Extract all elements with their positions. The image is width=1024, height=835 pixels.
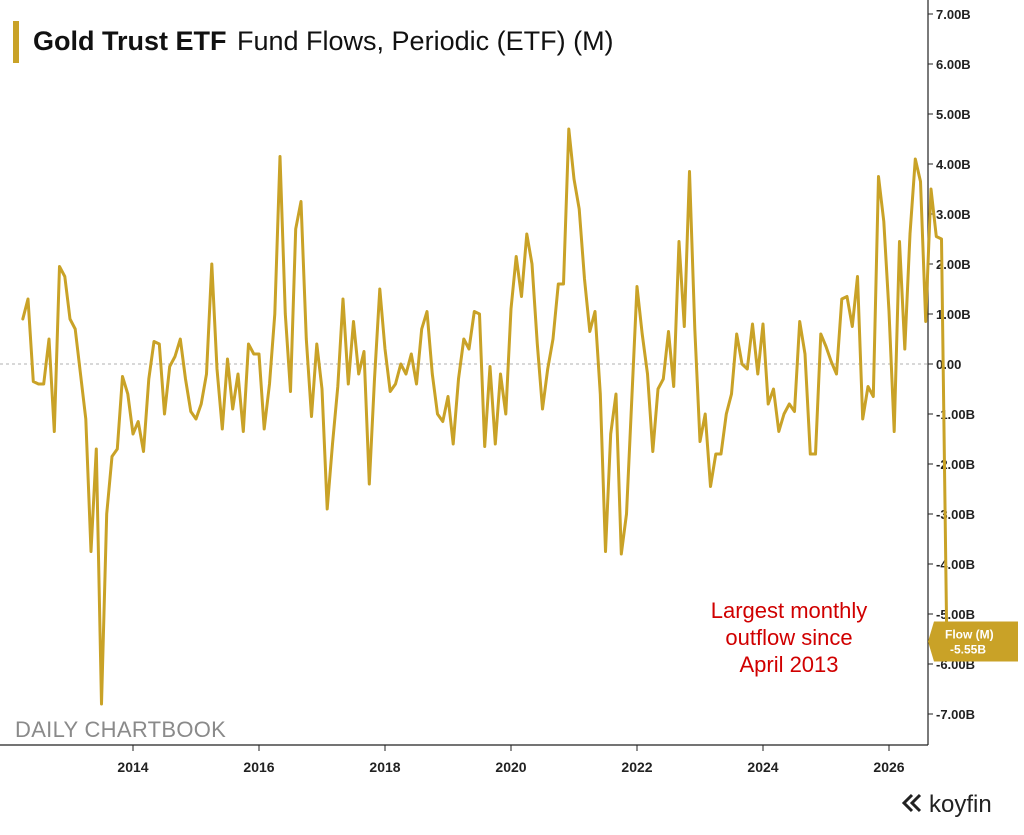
y-tick-label: 2.00B: [936, 257, 971, 272]
y-tick-label: 4.00B: [936, 157, 971, 172]
x-tick-label: 2020: [495, 759, 526, 775]
last-value-flag-label: Flow (M): [945, 628, 994, 642]
last-value-flag-value: -5.55B: [950, 643, 986, 657]
x-tick-label: 2018: [369, 759, 400, 775]
x-axis-ticks: 2014 2016 2018 2020 2022 2024 2026: [117, 745, 905, 775]
y-tick-label: -4.00B: [936, 557, 975, 572]
series-line-flow: [21, 127, 949, 706]
x-tick-label: 2024: [747, 759, 778, 775]
last-value-flag: Flow (M) -5.55B: [928, 621, 1018, 662]
chart-subtitle: Fund Flows, Periodic (ETF) (M): [237, 26, 614, 56]
watermark: DAILY CHARTBOOK: [15, 717, 226, 742]
y-tick-label: 1.00B: [936, 307, 971, 322]
x-tick-label: 2014: [117, 759, 148, 775]
x-tick-label: 2016: [243, 759, 274, 775]
title-accent-bar: [13, 21, 19, 63]
y-tick-label: -5.00B: [936, 607, 975, 622]
annotation-line-1: Largest monthly: [711, 598, 868, 623]
x-tick-label: 2026: [873, 759, 904, 775]
annotation-line-2: outflow since: [725, 625, 852, 650]
y-tick-label: 6.00B: [936, 57, 971, 72]
y-tick-label: 3.00B: [936, 207, 971, 222]
last-value-flag-shape: [928, 621, 1018, 662]
y-axis-ticks: 7.00B 6.00B 5.00B 4.00B 3.00B 2.00B 1.00B 0.00 -…: [928, 7, 975, 722]
series-group: [21, 127, 949, 706]
y-tick-label: 5.00B: [936, 107, 971, 122]
y-tick-label: -7.00B: [936, 707, 975, 722]
y-tick-label: -2.00B: [936, 457, 975, 472]
y-tick-label: 7.00B: [936, 7, 971, 22]
annotation-line-3: April 2013: [739, 652, 838, 677]
koyfin-logo-icon: [901, 793, 922, 813]
y-tick-label: -1.00B: [936, 407, 975, 422]
x-tick-label: 2022: [621, 759, 652, 775]
y-tick-label: -3.00B: [936, 507, 975, 522]
y-tick-label: 0.00: [936, 357, 961, 372]
brand-name: koyfin: [929, 791, 992, 818]
chart-title: Gold Trust ETF: [33, 26, 227, 56]
